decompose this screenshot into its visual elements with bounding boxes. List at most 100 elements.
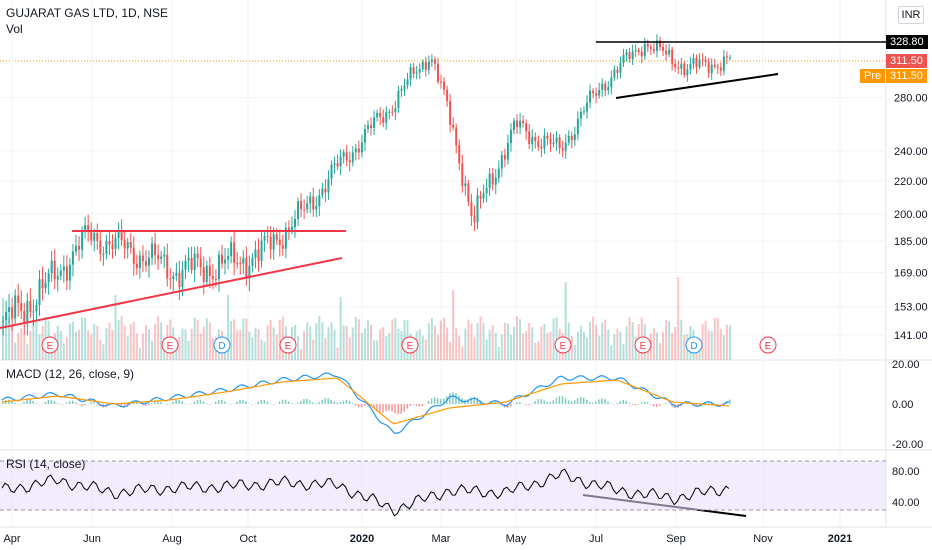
candle-body — [400, 89, 403, 91]
volume-bar — [659, 343, 661, 360]
volume-bar — [379, 329, 382, 360]
macd-histogram-bar — [412, 404, 415, 406]
macd-histogram-bar — [601, 398, 603, 404]
volume-bar — [391, 319, 394, 360]
macd-histogram-bar — [278, 401, 281, 404]
candle-body — [543, 135, 546, 149]
macd-histogram-bar — [96, 403, 98, 405]
macd-histogram-bar — [236, 401, 238, 404]
macd-histogram-bar — [351, 403, 354, 404]
candle-body — [68, 264, 71, 281]
candle-body — [342, 152, 345, 157]
volume-bar — [662, 332, 665, 360]
volume-bar — [275, 334, 278, 360]
macd-histogram-bar — [196, 399, 199, 404]
price-tick-label: 200.00 — [894, 209, 928, 221]
macd-histogram-bar — [50, 399, 53, 404]
time-tick-label: Aug — [162, 533, 182, 545]
macd-histogram-bar — [470, 397, 472, 404]
volume-bar — [582, 332, 585, 360]
macd-histogram-bar — [671, 404, 673, 407]
candle-body — [117, 229, 120, 239]
macd-histogram-bar — [543, 400, 545, 404]
candle-body — [172, 276, 175, 280]
macd-histogram-bar — [135, 402, 138, 404]
macd-histogram-bar — [324, 398, 326, 404]
candle-body — [348, 160, 351, 163]
macd-histogram-bar — [205, 403, 208, 404]
candle-body — [646, 44, 649, 47]
macd-histogram-bar — [449, 393, 451, 404]
volume-bar — [452, 290, 455, 360]
candle-body — [461, 163, 464, 187]
macd-histogram-bar — [506, 404, 509, 409]
volume-bar — [342, 325, 345, 360]
volume-bar — [652, 328, 655, 360]
volume-bar — [464, 328, 467, 360]
volume-bar — [424, 339, 427, 360]
candle-body — [208, 265, 211, 277]
candle-body — [573, 134, 576, 140]
candle-body — [665, 50, 668, 55]
candle-body — [522, 120, 525, 124]
macd-histogram-bar — [38, 404, 40, 405]
volume-bar — [135, 333, 138, 360]
macd-histogram-bar — [418, 404, 421, 407]
volume-bar — [488, 330, 491, 360]
candle-body — [345, 152, 348, 161]
macd-histogram-bar — [576, 398, 579, 404]
macd-label: MACD (12, 26, close, 9) — [6, 367, 135, 381]
candle-body — [93, 233, 96, 241]
candle-body — [59, 270, 62, 276]
volume-bar — [78, 329, 81, 360]
volume-bar — [601, 322, 604, 360]
macd-histogram-bar — [120, 404, 123, 407]
macd-histogram-bar — [187, 404, 190, 405]
macd-histogram-bar — [616, 402, 618, 404]
macd-histogram-bar — [123, 404, 126, 408]
candle-body — [704, 59, 707, 62]
volume-bar — [522, 333, 525, 360]
volume-bar — [506, 323, 509, 360]
macd-histogram-bar — [400, 404, 402, 414]
candle-body — [373, 117, 376, 129]
macd-histogram-bar — [29, 399, 31, 404]
candle-body — [290, 227, 293, 230]
candle-body — [403, 85, 406, 90]
volume-bar — [242, 318, 245, 360]
candle-body — [494, 177, 497, 185]
volume-bar — [589, 321, 592, 360]
volume-bar — [494, 332, 497, 360]
macd-histogram-bar — [11, 400, 13, 404]
volume-bar — [449, 341, 452, 360]
macd-histogram-bar — [327, 398, 329, 404]
volume-bar — [595, 324, 598, 360]
macd-histogram-bar — [433, 397, 436, 404]
volume-bar — [59, 330, 62, 360]
candle-body — [263, 235, 266, 241]
currency-button[interactable]: INR — [898, 6, 924, 24]
premarket-price-tag: 311.50 — [886, 69, 927, 83]
macd-histogram-bar — [309, 400, 311, 404]
volume-bar — [613, 333, 616, 360]
volume-bar — [148, 329, 150, 360]
volume-bar — [93, 324, 96, 360]
candle-body — [148, 257, 150, 266]
candle-body — [467, 183, 470, 203]
candle-body — [360, 142, 363, 153]
volume-bar — [549, 331, 552, 360]
volume-bar — [181, 328, 184, 360]
candle-body — [610, 77, 613, 88]
candle-body — [509, 129, 512, 144]
candle-body — [485, 187, 488, 194]
macd-histogram-bar — [637, 404, 640, 405]
candle-body — [254, 249, 257, 258]
volume-bar — [205, 318, 208, 360]
volume-bar — [11, 325, 14, 360]
candle-body — [464, 183, 467, 187]
volume-bar — [516, 316, 519, 360]
macd-histogram-bar — [266, 401, 269, 404]
candle-body — [102, 253, 105, 255]
macd-histogram-bar — [93, 402, 95, 404]
